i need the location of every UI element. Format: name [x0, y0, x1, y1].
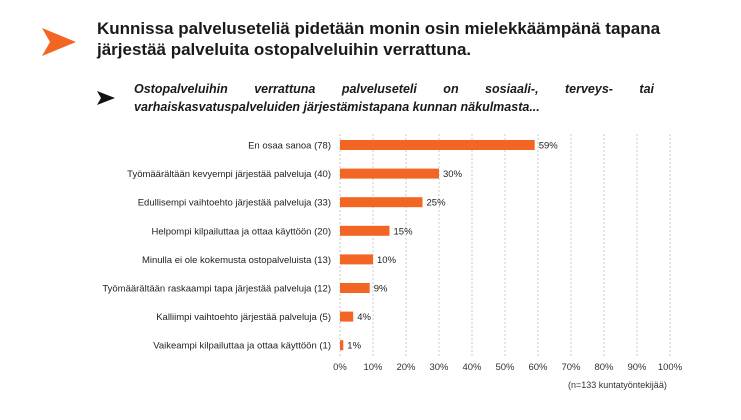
- value-label: 30%: [443, 169, 463, 180]
- x-tick-label: 70%: [561, 362, 581, 373]
- value-label: 10%: [377, 255, 397, 266]
- category-label: Helpompi kilpailuttaa ja ottaa käyttöön …: [151, 226, 331, 237]
- bar: [340, 311, 354, 322]
- x-tick-label: 100%: [658, 362, 683, 373]
- sample-size-note: (n=133 kuntatyöntekijää): [568, 380, 667, 390]
- x-tick-label: 40%: [462, 362, 482, 373]
- value-label: 1%: [347, 341, 361, 352]
- value-label: 9%: [374, 284, 388, 295]
- x-tick-label: 80%: [594, 362, 614, 373]
- category-label: Työmäärältään raskaampi tapa järjestää p…: [102, 284, 331, 295]
- bar: [340, 197, 423, 208]
- x-tick-label: 10%: [363, 362, 383, 373]
- value-label: 25%: [427, 198, 447, 209]
- category-label: Vaikeampi kilpailuttaa ja ottaa käyttöön…: [153, 341, 331, 352]
- bar: [340, 283, 370, 293]
- x-tick-label: 20%: [396, 362, 416, 373]
- bar: [340, 225, 390, 236]
- bar: [340, 168, 439, 179]
- category-label: Minulla ei ole kokemusta ostopalveluista…: [142, 255, 331, 266]
- bar: [340, 140, 535, 150]
- x-tick-label: 90%: [627, 362, 647, 373]
- x-tick-label: 0%: [333, 362, 347, 373]
- bar: [340, 254, 373, 265]
- x-tick-label: 60%: [528, 362, 548, 373]
- value-label: 4%: [357, 312, 371, 323]
- category-label: Kalliimpi vaihtoehto järjestää palveluja…: [156, 312, 331, 323]
- chart-question: Ostopalveluihin verrattuna palveluseteli…: [134, 82, 654, 114]
- x-tick-label: 50%: [495, 362, 515, 373]
- page-title: Kunnissa palveluseteliä pidetään monin o…: [97, 19, 661, 59]
- category-label: En osaa sanoa (78): [248, 141, 331, 152]
- black-arrow-icon: [97, 91, 115, 105]
- x-tick-label: 30%: [429, 362, 449, 373]
- value-label: 15%: [394, 226, 414, 237]
- bar: [340, 340, 344, 351]
- category-label: Työmäärältään kevyempi järjestää palvelu…: [127, 169, 331, 180]
- orange-arrow-icon: [42, 28, 76, 56]
- value-label: 59%: [539, 141, 559, 152]
- category-label: Edullisempi vaihtoehto järjestää palvelu…: [138, 198, 331, 209]
